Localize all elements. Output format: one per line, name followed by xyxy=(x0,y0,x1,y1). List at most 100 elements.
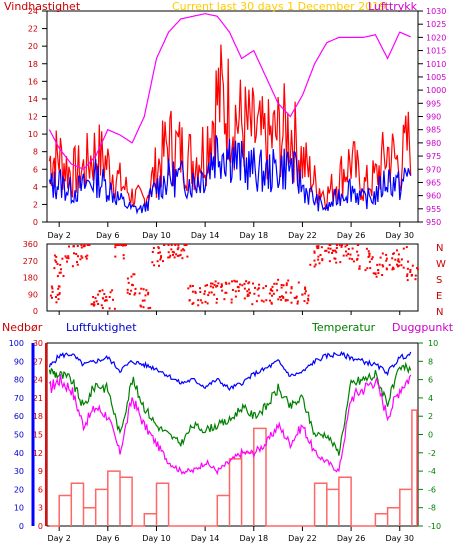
direction-point xyxy=(290,286,293,289)
direction-point xyxy=(269,289,272,292)
direction-point xyxy=(125,244,127,246)
humidity-left-tick: 10 xyxy=(14,504,24,513)
direction-point xyxy=(167,244,170,246)
direction-point xyxy=(121,244,124,246)
direction-point xyxy=(320,246,323,249)
direction-point xyxy=(296,302,299,305)
direction-point xyxy=(80,246,83,249)
direction-point xyxy=(97,293,100,296)
header-title: Current last 30 days 1 December 2019 xyxy=(172,0,386,13)
direction-point xyxy=(290,301,293,304)
direction-point xyxy=(367,250,370,253)
direction-point xyxy=(51,290,54,293)
direction-point xyxy=(132,284,134,287)
direction-point xyxy=(275,282,278,285)
direction-point xyxy=(84,255,87,258)
direction-point xyxy=(162,260,164,263)
direction-point xyxy=(59,263,62,266)
direction-point xyxy=(65,256,68,259)
direction-left-tick: 0 xyxy=(33,307,38,316)
direction-point xyxy=(81,256,84,259)
direction-point xyxy=(57,285,60,288)
direction-point xyxy=(228,282,231,285)
direction-point xyxy=(57,298,60,301)
precip-left-tick: 27 xyxy=(33,357,43,366)
direction-point xyxy=(366,267,369,270)
direction-point xyxy=(285,284,288,287)
direction-point xyxy=(406,279,409,282)
compass-s: S xyxy=(436,275,442,286)
direction-point xyxy=(414,274,417,277)
direction-point xyxy=(199,299,202,302)
direction-point xyxy=(158,264,160,267)
direction-point xyxy=(335,244,338,246)
direction-point xyxy=(216,298,218,300)
direction-left-tick: 90 xyxy=(28,290,38,299)
precip-left-tick: 21 xyxy=(33,394,43,403)
direction-point xyxy=(402,247,405,250)
direction-point xyxy=(191,285,194,287)
direction-point xyxy=(170,244,173,246)
direction-point xyxy=(411,264,414,267)
direction-point xyxy=(345,254,348,257)
precip-left-tick: 0 xyxy=(38,522,43,531)
wind-x-tick: Day 22 xyxy=(288,231,317,240)
wind-x-tick: Day 6 xyxy=(96,231,119,240)
direction-point xyxy=(114,246,117,249)
direction-point xyxy=(282,296,285,298)
direction-point xyxy=(331,252,334,254)
direction-point xyxy=(285,291,288,294)
label-duggpunkt: Duggpunkt xyxy=(392,321,454,334)
direction-point xyxy=(93,301,96,304)
direction-point xyxy=(381,252,384,255)
direction-point xyxy=(126,288,129,291)
direction-point xyxy=(182,248,185,251)
direction-point xyxy=(92,296,95,298)
direction-point xyxy=(335,261,338,264)
direction-point xyxy=(58,292,61,295)
direction-point xyxy=(230,298,233,301)
direction-point xyxy=(348,257,351,260)
direction-point xyxy=(351,247,354,250)
direction-point xyxy=(153,264,156,267)
direction-point xyxy=(159,258,162,261)
direction-point xyxy=(402,266,405,269)
direction-point xyxy=(317,245,320,248)
direction-point xyxy=(400,258,403,261)
direction-point xyxy=(321,259,324,262)
direction-point xyxy=(210,291,213,294)
direction-point xyxy=(257,294,260,297)
temp-right-tick: 0 xyxy=(428,431,433,440)
direction-point xyxy=(171,250,174,253)
direction-point xyxy=(144,294,147,297)
precipitation-line xyxy=(49,409,418,527)
precip-left-tick: 24 xyxy=(33,376,43,385)
direction-point xyxy=(339,261,342,264)
direction-point xyxy=(243,282,246,285)
pressure-right-tick: 980 xyxy=(426,139,441,148)
climate-x-tick: Day 18 xyxy=(240,534,269,543)
dewpoint-line xyxy=(48,374,412,476)
pressure-right-tick: 965 xyxy=(426,178,441,187)
direction-point xyxy=(233,279,236,282)
direction-point xyxy=(183,244,186,246)
climate-x-tick: Day 30 xyxy=(385,534,414,543)
direction-point xyxy=(247,294,250,297)
wind-left-tick: 6 xyxy=(33,165,38,174)
direction-point xyxy=(55,261,58,263)
direction-point xyxy=(313,265,316,268)
climate-axis-ticks: 0102030405060708090100036912151821242730… xyxy=(9,339,441,543)
direction-point xyxy=(304,286,307,289)
direction-point xyxy=(331,249,334,252)
wind-left-tick: 4 xyxy=(33,183,38,192)
humidity-left-tick: 90 xyxy=(14,357,24,366)
direction-point xyxy=(210,282,212,285)
direction-point xyxy=(357,244,360,246)
temp-right-tick: 6 xyxy=(428,376,433,385)
direction-point xyxy=(356,258,358,261)
direction-point xyxy=(309,263,312,266)
direction-point xyxy=(77,255,79,258)
direction-point xyxy=(319,254,322,256)
direction-point xyxy=(344,245,347,248)
direction-point xyxy=(211,282,214,285)
